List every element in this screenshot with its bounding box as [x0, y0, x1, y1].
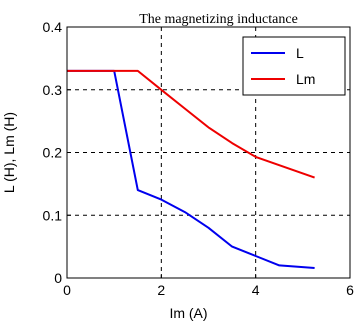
series-line-lm — [67, 69, 315, 179]
x-axis-label: Im (A) — [169, 305, 207, 321]
y-tick-label: 0.2 — [43, 145, 63, 161]
x-tick-label: 2 — [157, 282, 165, 298]
x-tick-label: 6 — [346, 282, 354, 298]
legend-box — [242, 36, 346, 96]
chart-title: The magnetizing inductance — [139, 12, 298, 27]
x-tick-label: 4 — [252, 282, 260, 298]
y-tick-label: 0.3 — [43, 82, 63, 98]
y-tick-label: 0 — [54, 270, 62, 286]
legend: L Lm — [242, 36, 346, 96]
series-line-l — [67, 69, 315, 269]
legend-label: L — [296, 45, 304, 61]
y-tick-label: 0.1 — [43, 207, 63, 223]
x-tick-label: 0 — [63, 282, 71, 298]
y-tick-label: 0.4 — [43, 19, 63, 35]
y-axis-label: L (H), Lm (H) — [1, 112, 17, 193]
legend-label: Lm — [296, 71, 315, 87]
axis-ticks: 0 2 4 6 0 0.1 0.2 0.3 0.4 — [43, 19, 354, 298]
series-lines — [67, 69, 315, 269]
